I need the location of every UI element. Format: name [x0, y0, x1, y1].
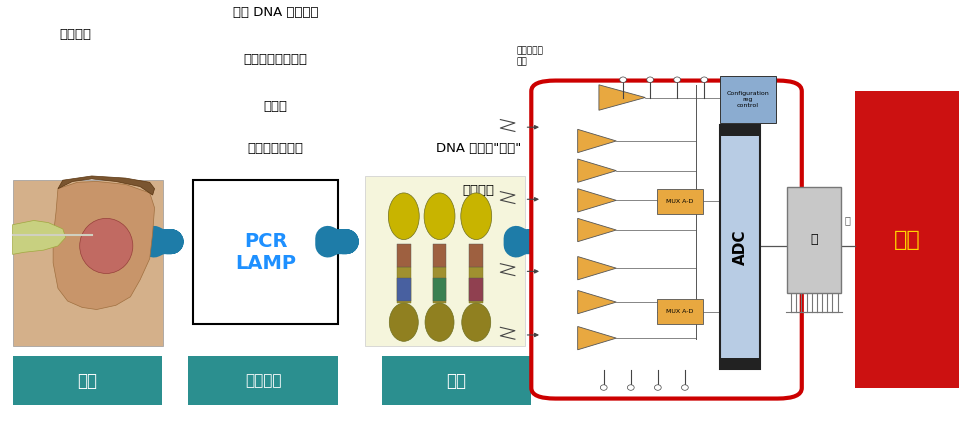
- Ellipse shape: [462, 303, 491, 341]
- Text: Configuration
reg
control: Configuration reg control: [726, 91, 769, 108]
- Polygon shape: [578, 257, 616, 280]
- Text: 综: 综: [844, 215, 850, 226]
- Bar: [13, 180, 163, 346]
- Bar: [397, 267, 411, 303]
- Ellipse shape: [647, 77, 654, 82]
- Bar: [365, 176, 525, 346]
- Polygon shape: [578, 326, 616, 350]
- Text: DNA: DNA: [259, 184, 292, 198]
- Text: 光电二极管
阵列: 光电二极管 阵列: [517, 47, 544, 66]
- Polygon shape: [13, 220, 66, 254]
- Bar: [469, 244, 483, 267]
- Text: MUX A-D: MUX A-D: [667, 199, 694, 204]
- Text: MUX A-D: MUX A-D: [667, 309, 694, 314]
- Polygon shape: [53, 181, 155, 310]
- Text: 荧光: 荧光: [446, 371, 467, 390]
- Bar: [382, 356, 531, 405]
- Polygon shape: [578, 189, 616, 212]
- Bar: [855, 91, 959, 388]
- Ellipse shape: [424, 193, 455, 240]
- Text: 样品: 样品: [77, 371, 98, 390]
- Bar: [188, 356, 338, 405]
- Bar: [720, 125, 760, 136]
- Bar: [433, 244, 446, 267]
- Ellipse shape: [674, 77, 681, 82]
- Ellipse shape: [389, 303, 418, 341]
- Text: 测到。: 测到。: [264, 100, 287, 113]
- Bar: [720, 125, 760, 369]
- Ellipse shape: [79, 218, 133, 273]
- Ellipse shape: [388, 193, 419, 240]
- Ellipse shape: [620, 77, 627, 82]
- Bar: [469, 278, 483, 301]
- Ellipse shape: [701, 77, 707, 82]
- Text: 的信号不足以被检: 的信号不足以被检: [243, 53, 307, 66]
- Text: 综: 综: [810, 233, 818, 246]
- Bar: [397, 278, 411, 301]
- Polygon shape: [58, 176, 155, 195]
- Bar: [720, 76, 776, 123]
- Text: PCR
LAMP: PCR LAMP: [235, 232, 297, 273]
- Bar: [720, 358, 760, 369]
- FancyBboxPatch shape: [531, 81, 802, 399]
- Text: 信号增加: 信号增加: [462, 184, 495, 198]
- Text: 核酸扩增: 核酸扩增: [245, 373, 281, 388]
- Bar: [13, 356, 162, 405]
- Bar: [433, 267, 446, 303]
- Polygon shape: [599, 85, 645, 110]
- Ellipse shape: [601, 385, 608, 390]
- Text: 鼻腔采样: 鼻腔采样: [59, 28, 92, 41]
- Polygon shape: [578, 129, 616, 153]
- Ellipse shape: [682, 385, 688, 390]
- Ellipse shape: [628, 385, 634, 390]
- Bar: [657, 299, 703, 324]
- Polygon shape: [578, 290, 616, 314]
- Text: 处理: 处理: [894, 229, 921, 250]
- Polygon shape: [578, 218, 616, 242]
- Bar: [787, 187, 841, 293]
- Text: DNA 扩增时"荧光": DNA 扩增时"荧光": [436, 142, 521, 155]
- Text: ADC: ADC: [732, 229, 748, 265]
- Ellipse shape: [655, 385, 661, 390]
- Bar: [433, 278, 446, 301]
- Polygon shape: [578, 159, 616, 182]
- Bar: [469, 267, 483, 303]
- Text: 一个 DNA 样本产生: 一个 DNA 样本产生: [233, 6, 318, 20]
- Bar: [193, 180, 338, 324]
- Bar: [397, 244, 411, 267]
- Text: 因此，我们复制: 因此，我们复制: [247, 142, 303, 155]
- Ellipse shape: [461, 193, 492, 240]
- Bar: [657, 189, 703, 214]
- Ellipse shape: [425, 303, 454, 341]
